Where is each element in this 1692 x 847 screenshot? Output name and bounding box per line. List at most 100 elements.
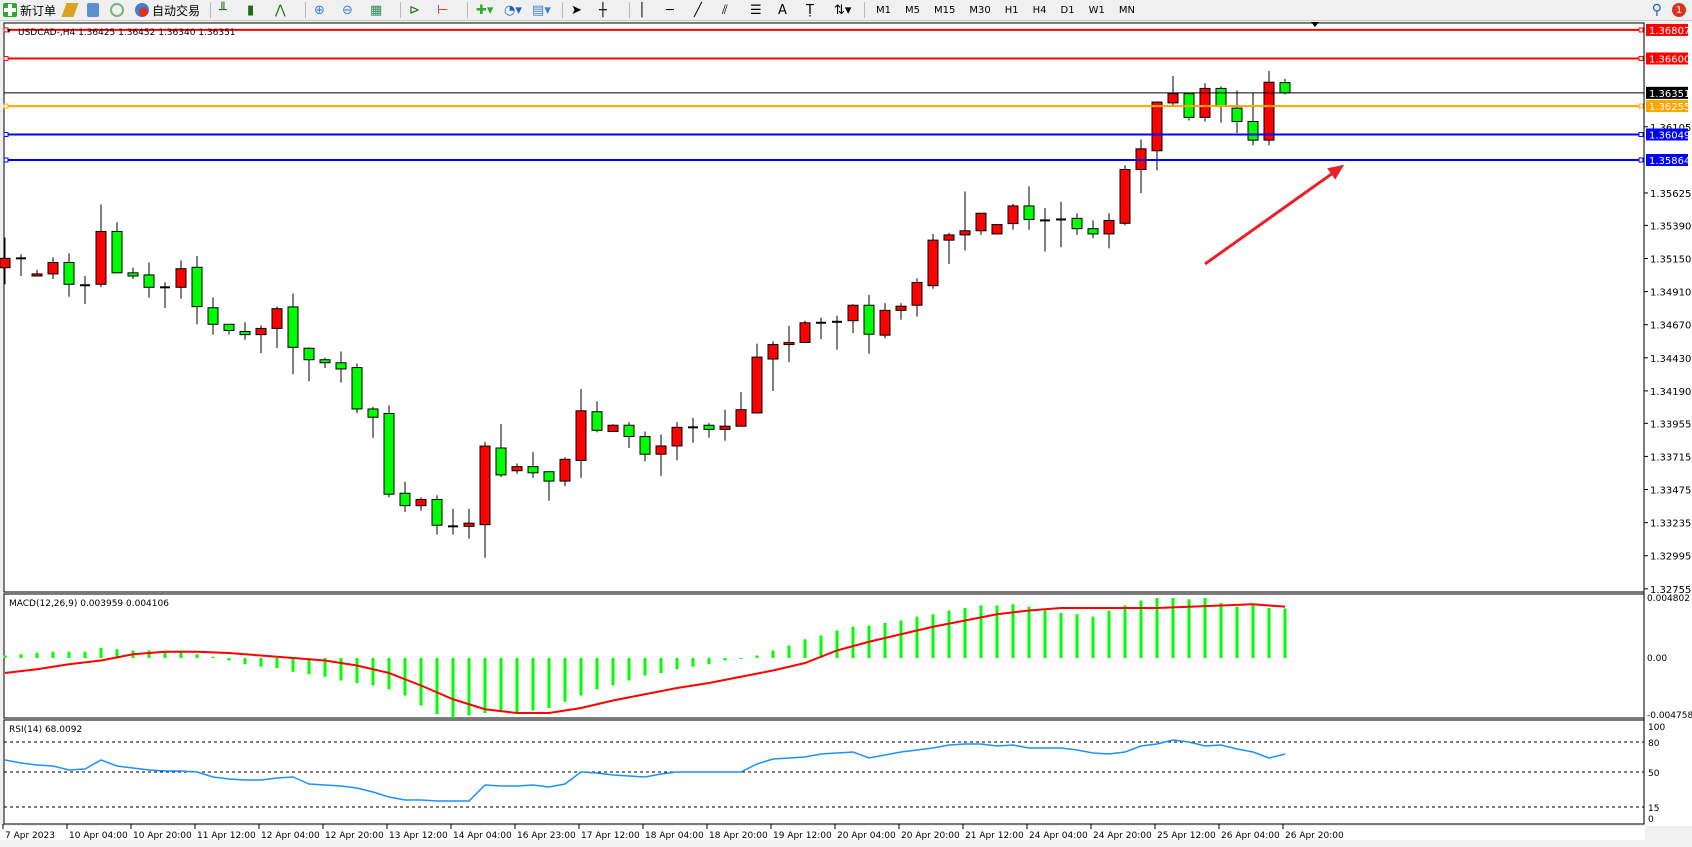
vertical-line-button[interactable]: │ [635,1,661,19]
candle [1040,208,1050,252]
rsi-panel[interactable] [3,719,1645,825]
tile-windows-button[interactable]: ▦ [367,1,393,19]
candle-body [879,309,891,336]
line-handle-right [1638,131,1644,137]
candle-body [911,281,923,306]
timeframe-m30[interactable]: M30 [969,4,991,16]
time-tick-label: 20 Apr 04:00 [837,831,896,841]
candle [175,260,187,299]
market-watch-button[interactable] [84,1,105,19]
macd-histogram-bar [83,651,87,658]
candle-body [1215,87,1227,107]
text-icon: A [778,2,787,18]
timeframe-m15[interactable]: M15 [934,4,956,16]
auto-scroll-button[interactable]: ⊳ [406,1,432,19]
candle-body [143,274,155,288]
candle [1151,101,1163,171]
candle-body [351,367,363,410]
candle-body [1247,121,1259,141]
macd-histogram-bar [547,658,551,708]
time-tick-label: 7 Apr 2023 [5,831,55,841]
zoom-out-button[interactable]: ⊖ [339,1,365,19]
timeframe-m1[interactable]: M1 [876,4,892,16]
timeframe-d1[interactable]: D1 [1060,4,1075,16]
macd-histogram-bar [803,639,807,658]
timeframe-m5[interactable]: M5 [905,4,921,16]
chart-window[interactable]: 1.36105 1.35625 1.35390 1.35150 1.34910 1.346… [0,21,1692,847]
candle-body [1231,107,1243,123]
search-icon[interactable]: ⚲ [1651,2,1662,18]
candle [1103,213,1115,249]
macd-histogram-bar [419,658,423,706]
time-tick-label: 12 Apr 04:00 [261,831,320,841]
time-tick-label: 14 Apr 04:00 [453,831,512,841]
auto-trading-button[interactable]: 自动交易 [132,1,203,19]
candle-body [671,426,683,447]
periods-button[interactable]: ◔▾ [501,1,527,19]
price-label: 1.35864 [1649,156,1690,167]
candle [1071,213,1083,235]
macd-histogram-bar [323,658,327,677]
arrows-button[interactable]: ⇅▾ [831,1,857,19]
candle-body [287,306,299,348]
fibonacci-channel-button[interactable]: ⫽ [719,1,745,19]
candlestick-icon: ▮ [247,2,255,18]
chart-shift-marker-icon[interactable] [1311,22,1319,27]
chart-shift-button[interactable]: ⊢ [434,1,460,19]
trendline-button[interactable]: ╱ [691,1,717,19]
notifications-icon[interactable]: 1 [1672,3,1686,17]
candle [895,303,907,320]
horizontal-line-button[interactable]: ─ [663,1,689,19]
zoom-in-button[interactable]: ⊕ [311,1,337,19]
timeframe-h1[interactable]: H1 [1004,4,1019,16]
time-tick-label: 24 Apr 04:00 [1029,831,1088,841]
text-label-button[interactable]: Ṭ [803,1,829,19]
auto-trading-label: 自动交易 [152,3,201,18]
separator [562,2,564,18]
candle-body [575,410,587,461]
cursor-button[interactable]: ➤ [568,1,594,19]
chart-menu-triangle-icon[interactable] [7,29,11,33]
candle-body [255,327,267,336]
red-arrow-annotation[interactable] [1204,164,1345,266]
arrows-icon: ⇅▾ [834,2,852,18]
candle [607,424,619,432]
macd-histogram-bar [787,645,791,658]
bar-chart-button[interactable]: ╨ [216,1,242,19]
line-handle-left [3,131,9,137]
templates-button[interactable]: ▤▾ [529,1,555,19]
indicators-button[interactable]: ✚▾ [473,1,499,19]
signal-button[interactable] [107,1,130,19]
candle [879,303,891,339]
auto-scroll-icon: ⊳ [409,2,420,18]
candle-body [239,330,251,336]
candlestick-button[interactable]: ▮ [244,1,270,19]
timeframe-w1[interactable]: W1 [1088,4,1105,16]
new-order-button[interactable]: 新订单 [0,1,59,19]
candle-body [527,466,539,474]
macd-histogram-bar [99,648,103,658]
main-chart-panel[interactable] [3,22,1645,593]
cursor-icon: ➤ [571,2,582,18]
candle [351,363,363,414]
timeframe-mn[interactable]: MN [1118,4,1135,16]
fibonacci-button[interactable]: ☰ [747,1,773,19]
line-chart-button[interactable]: ⋀ [272,1,298,19]
macd-histogram-bar [691,658,695,667]
gold-bars-button[interactable] [61,1,82,19]
candle-body [207,307,219,325]
crosshair-button[interactable]: ┼ [596,1,622,19]
candle-body [1263,81,1275,141]
text-button[interactable]: A [775,1,801,19]
price-tick-label: 1.35390 [1650,221,1691,232]
candle [160,282,170,308]
candle [63,253,75,297]
candle-body [1087,228,1099,235]
timeframe-h4[interactable]: H4 [1032,4,1047,16]
candle [703,423,715,438]
macd-indicator: 0.004802 0.00 -0.004758 [3,594,1692,721]
time-tick-label: 17 Apr 12:00 [581,831,640,841]
candle-body [927,239,939,287]
candle-body [1023,205,1035,220]
candle [399,481,411,512]
